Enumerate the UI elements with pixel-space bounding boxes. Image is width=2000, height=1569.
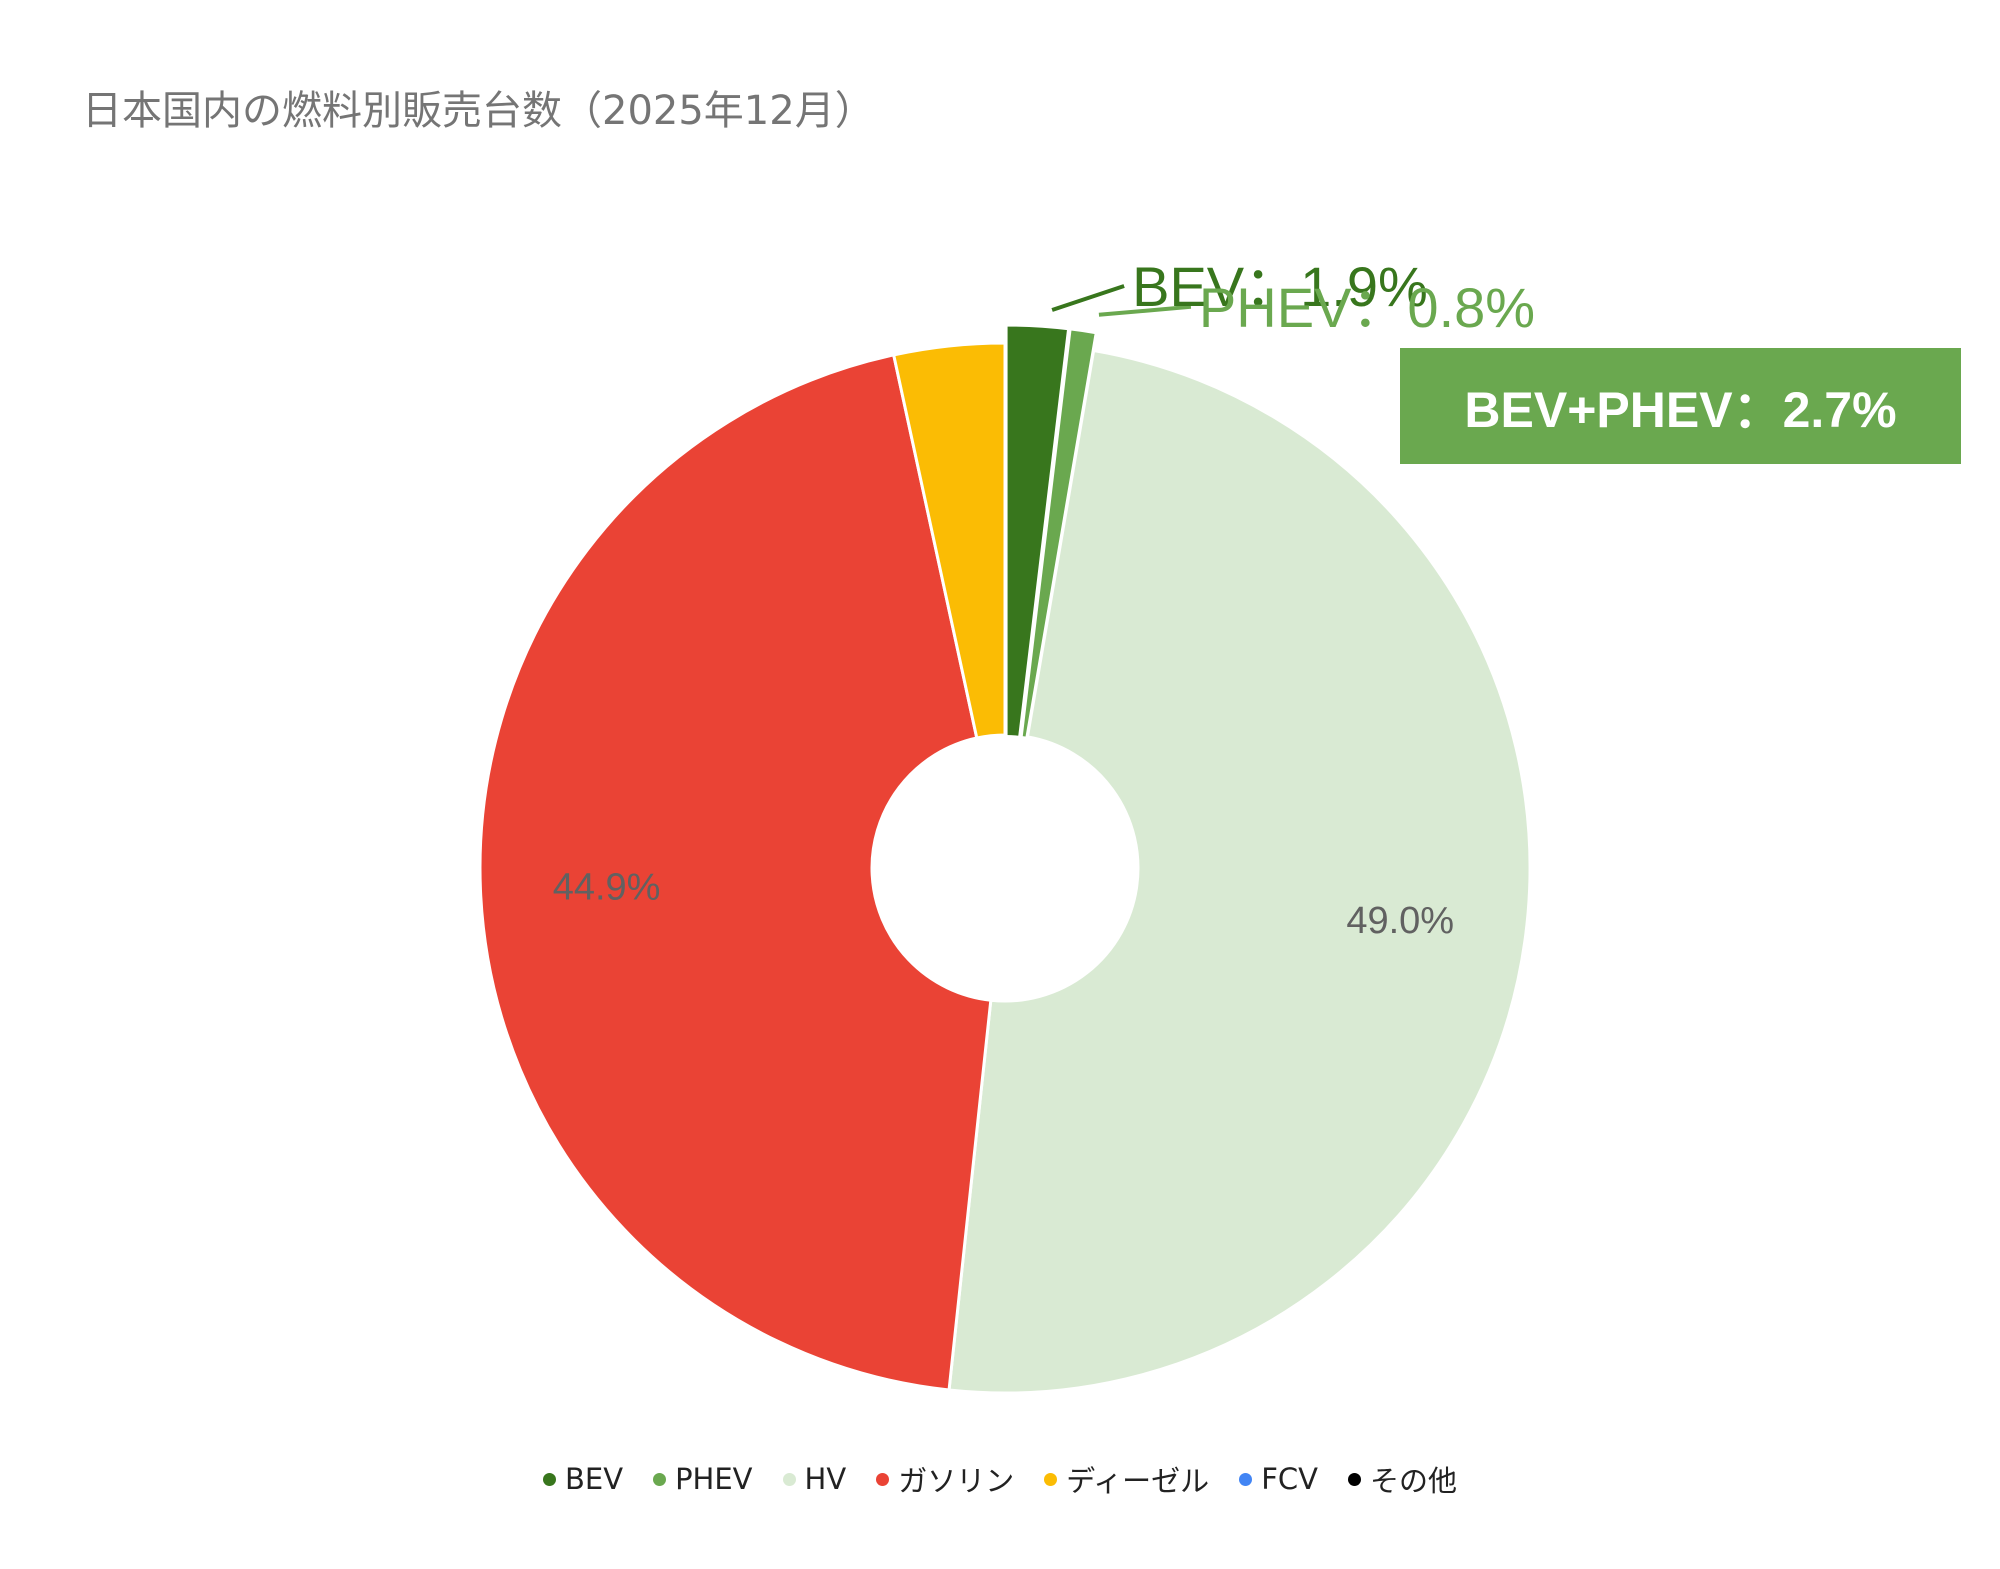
data-label-hv: 49.0%	[1346, 900, 1454, 942]
donut-hole	[872, 735, 1138, 1001]
legend-item-phev: PHEV	[653, 1462, 753, 1496]
legend-label-hv: HV	[804, 1462, 847, 1496]
legend-marker-gasoline	[876, 1472, 890, 1486]
legend-marker-diesel	[1044, 1472, 1058, 1486]
legend-item-gasoline: ガソリン	[876, 1458, 1014, 1500]
legend-label-phev: PHEV	[675, 1462, 753, 1496]
bev-phev-total-box: BEV+PHEV：2.7%	[1400, 348, 1961, 464]
data-label-gasoline: 44.9%	[553, 866, 661, 908]
legend-label-fcv: FCV	[1261, 1462, 1318, 1496]
callout-label-phev: PHEV：0.8%	[1199, 276, 1535, 339]
legend-item-other: その他	[1347, 1458, 1457, 1500]
legend-item-bev: BEV	[543, 1462, 623, 1496]
legend-marker-fcv	[1239, 1472, 1253, 1486]
legend-marker-other	[1347, 1472, 1361, 1486]
legend-label-other: その他	[1369, 1464, 1457, 1498]
legend-label-bev: BEV	[565, 1462, 624, 1496]
slice-bev	[1004, 323, 1071, 852]
callout-label-bev: BEV：1.9%	[1132, 255, 1428, 318]
legend-item-fcv: FCV	[1239, 1462, 1318, 1496]
legend-label-gasoline: ガソリン	[898, 1464, 1015, 1498]
legend-marker-bev	[543, 1472, 556, 1486]
legend-marker-hv	[782, 1472, 796, 1486]
leader-line-phev	[1098, 304, 1192, 317]
leader-line-bev	[1051, 284, 1125, 312]
chart-legend: BEV PHEV HV ガソリン ディーゼル FCV その他	[0, 1458, 2000, 1500]
chart-slices	[478, 323, 1532, 1395]
legend-label-diesel: ディーゼル	[1066, 1464, 1210, 1498]
legend-item-diesel: ディーゼル	[1044, 1458, 1209, 1500]
legend-item-hv: HV	[782, 1462, 847, 1496]
chart-title: 日本国内の燃料別販売台数（2025年12月）	[82, 88, 875, 134]
slice-labels: BEV：1.9%PHEV：0.8% 49.0% 44.9%	[553, 255, 1535, 942]
callout-leaders	[1051, 284, 1192, 317]
legend-marker-phev	[653, 1472, 667, 1486]
